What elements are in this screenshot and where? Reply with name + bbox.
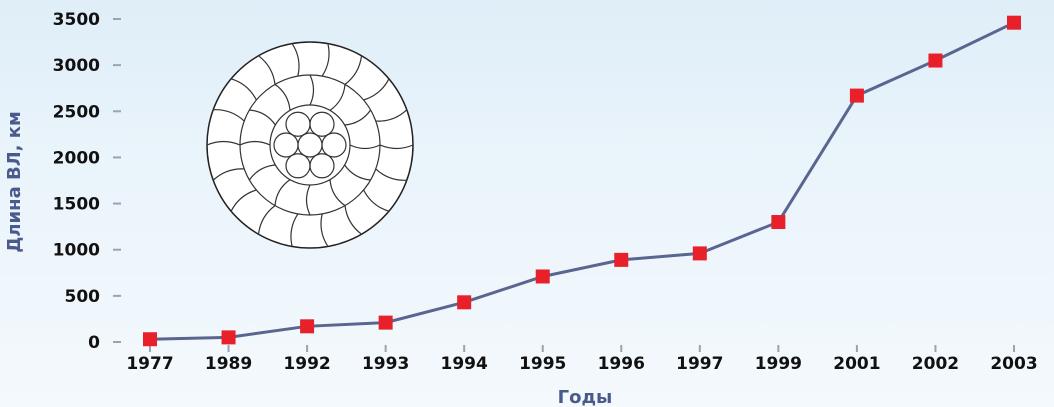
data-point-marker [614, 252, 629, 267]
cable-wire-strand [249, 109, 276, 126]
cable-wire-strand [344, 164, 371, 181]
y-tick-label: 500 [65, 287, 101, 307]
y-tick-label: 0 [88, 333, 100, 353]
conductor-cross-section-illustration [206, 41, 414, 249]
cable-wire-strand [274, 179, 291, 206]
x-axis-title: Годы [558, 387, 613, 407]
cable-wire-strand [274, 83, 291, 111]
y-tick-label: 3000 [53, 56, 100, 76]
data-point-marker [692, 246, 707, 261]
y-tick-label: 2500 [53, 102, 100, 122]
cable-wire-strand [230, 78, 257, 101]
cable-wire-strand [363, 189, 390, 212]
cable-wire-strand [290, 213, 299, 247]
cable-wire-strand [329, 84, 346, 111]
data-point-marker [457, 295, 472, 310]
cable-wire-strand [375, 109, 408, 122]
cable-wire-strand [320, 213, 329, 247]
cable-wire-strand [375, 168, 407, 181]
cable-wire-strand [329, 179, 346, 207]
x-tick-label: 1977 [126, 354, 173, 374]
x-tick-label: 1992 [283, 354, 330, 374]
y-axis-title: Длина ВЛ, км [4, 111, 25, 252]
y-tick-label: 3500 [53, 10, 100, 30]
data-point-marker [143, 332, 157, 347]
cable-wire-strand [257, 205, 276, 235]
cable-core-strand [321, 132, 347, 158]
x-tick-label: 2002 [912, 354, 959, 374]
cable-core-strand [309, 111, 335, 137]
cable-wire-strand [349, 144, 381, 150]
data-point-marker [771, 215, 786, 230]
data-point-marker [221, 330, 236, 345]
data-point-marker [378, 315, 393, 330]
x-tick-label: 2001 [833, 354, 880, 374]
cable-wire-strand [344, 109, 372, 126]
x-tick-label: 1995 [519, 354, 566, 374]
x-tick-label: 1994 [441, 354, 488, 374]
x-tick-label: 1997 [676, 354, 723, 374]
cable-wire-strand [239, 140, 271, 146]
data-point-marker [1007, 15, 1021, 30]
data-point-marker [849, 88, 864, 103]
cable-core-strand [273, 132, 299, 158]
cable-wire-strand [363, 78, 390, 101]
cable-wire-strand [344, 205, 362, 235]
cable-wire-strand [212, 168, 245, 181]
cable-wire-strand [291, 43, 300, 77]
cable-wire-strand [206, 140, 241, 146]
y-tick-label: 1000 [53, 241, 100, 261]
cable-wire-strand [213, 109, 245, 122]
cable-wire-strand [248, 164, 276, 181]
cable-wire-strand [321, 43, 330, 77]
data-point-marker [535, 269, 550, 284]
cable-wire-strand [309, 74, 315, 106]
x-tick-label: 2003 [990, 354, 1037, 374]
x-tick-label: 1996 [598, 354, 645, 374]
cable-wire-strand [305, 184, 311, 216]
cable-outer-circle [206, 41, 414, 249]
cable-wire-strand [230, 189, 257, 212]
data-point-marker [928, 53, 943, 68]
cable-wire-strand [379, 144, 414, 150]
series-markers [143, 15, 1021, 347]
cable-core-strand [285, 153, 311, 179]
x-tick-label: 1993 [362, 354, 409, 374]
data-point-marker [300, 319, 315, 334]
y-tick-label: 1500 [53, 195, 100, 215]
y-tick-label: 2000 [53, 148, 100, 168]
x-tick-label: 1989 [205, 354, 252, 374]
cable-wire-strand [258, 55, 276, 85]
x-tick-label: 1999 [755, 354, 802, 374]
cable-wire-strand [344, 55, 363, 85]
y-axis: 0 500 1000 1500 2000 2500 3000 3500 [53, 10, 121, 353]
series-line [149, 21, 1015, 341]
x-axis: 1977 1989 1992 1993 1994 1995 1996 1997 1999 2001… [126, 345, 1038, 374]
